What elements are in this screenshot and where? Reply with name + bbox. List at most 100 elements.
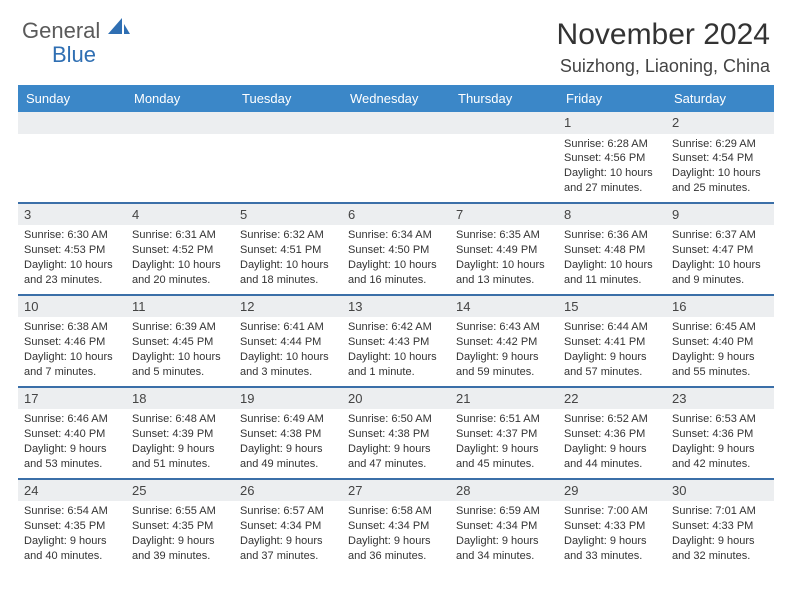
day-number: 26 — [234, 480, 342, 502]
day-number: 13 — [342, 296, 450, 318]
sunrise-text: Sunrise: 6:55 AM — [132, 504, 228, 519]
day-number: 14 — [450, 296, 558, 318]
empty-day-cell — [342, 112, 450, 202]
day-body: Sunrise: 6:30 AMSunset: 4:53 PMDaylight:… — [18, 225, 126, 293]
daylight-text: Daylight: 10 hours and 27 minutes. — [564, 166, 660, 196]
sunrise-text: Sunrise: 6:31 AM — [132, 228, 228, 243]
sunrise-text: Sunrise: 7:01 AM — [672, 504, 768, 519]
day-body: Sunrise: 6:45 AMSunset: 4:40 PMDaylight:… — [666, 317, 774, 385]
week-row: 10Sunrise: 6:38 AMSunset: 4:46 PMDayligh… — [18, 296, 774, 388]
day-body: Sunrise: 6:39 AMSunset: 4:45 PMDaylight:… — [126, 317, 234, 385]
day-body: Sunrise: 6:46 AMSunset: 4:40 PMDaylight:… — [18, 409, 126, 477]
daylight-text: Daylight: 9 hours and 51 minutes. — [132, 442, 228, 472]
day-body: Sunrise: 6:48 AMSunset: 4:39 PMDaylight:… — [126, 409, 234, 477]
day-cell: 13Sunrise: 6:42 AMSunset: 4:43 PMDayligh… — [342, 296, 450, 386]
weekday-tuesday: Tuesday — [234, 85, 342, 112]
day-body: Sunrise: 6:42 AMSunset: 4:43 PMDaylight:… — [342, 317, 450, 385]
calendar: Sunday Monday Tuesday Wednesday Thursday… — [0, 85, 792, 570]
daylight-text: Daylight: 9 hours and 32 minutes. — [672, 534, 768, 564]
day-cell: 30Sunrise: 7:01 AMSunset: 4:33 PMDayligh… — [666, 480, 774, 570]
weekday-header-row: Sunday Monday Tuesday Wednesday Thursday… — [18, 85, 774, 112]
sunset-text: Sunset: 4:33 PM — [564, 519, 660, 534]
sunset-text: Sunset: 4:36 PM — [672, 427, 768, 442]
day-body: Sunrise: 6:38 AMSunset: 4:46 PMDaylight:… — [18, 317, 126, 385]
sunset-text: Sunset: 4:41 PM — [564, 335, 660, 350]
sunset-text: Sunset: 4:35 PM — [24, 519, 120, 534]
weeks-container: 1Sunrise: 6:28 AMSunset: 4:56 PMDaylight… — [18, 112, 774, 570]
sunrise-text: Sunrise: 7:00 AM — [564, 504, 660, 519]
week-row: 1Sunrise: 6:28 AMSunset: 4:56 PMDaylight… — [18, 112, 774, 204]
day-number: 18 — [126, 388, 234, 410]
day-number: 29 — [558, 480, 666, 502]
day-number: 22 — [558, 388, 666, 410]
sunset-text: Sunset: 4:36 PM — [564, 427, 660, 442]
day-number: 10 — [18, 296, 126, 318]
sunset-text: Sunset: 4:34 PM — [348, 519, 444, 534]
sunrise-text: Sunrise: 6:32 AM — [240, 228, 336, 243]
day-number: 19 — [234, 388, 342, 410]
sunrise-text: Sunrise: 6:37 AM — [672, 228, 768, 243]
sunset-text: Sunset: 4:48 PM — [564, 243, 660, 258]
day-number: 6 — [342, 204, 450, 226]
day-body: Sunrise: 6:51 AMSunset: 4:37 PMDaylight:… — [450, 409, 558, 477]
sunset-text: Sunset: 4:45 PM — [132, 335, 228, 350]
daylight-text: Daylight: 9 hours and 53 minutes. — [24, 442, 120, 472]
day-cell: 24Sunrise: 6:54 AMSunset: 4:35 PMDayligh… — [18, 480, 126, 570]
day-body: Sunrise: 6:55 AMSunset: 4:35 PMDaylight:… — [126, 501, 234, 569]
daylight-text: Daylight: 10 hours and 1 minute. — [348, 350, 444, 380]
sunset-text: Sunset: 4:40 PM — [672, 335, 768, 350]
empty-day-cell — [18, 112, 126, 202]
sunrise-text: Sunrise: 6:48 AM — [132, 412, 228, 427]
day-cell: 20Sunrise: 6:50 AMSunset: 4:38 PMDayligh… — [342, 388, 450, 478]
sunset-text: Sunset: 4:43 PM — [348, 335, 444, 350]
day-number: 3 — [18, 204, 126, 226]
daylight-text: Daylight: 9 hours and 57 minutes. — [564, 350, 660, 380]
sunrise-text: Sunrise: 6:49 AM — [240, 412, 336, 427]
day-number: 8 — [558, 204, 666, 226]
sunrise-text: Sunrise: 6:36 AM — [564, 228, 660, 243]
day-body: Sunrise: 6:29 AMSunset: 4:54 PMDaylight:… — [666, 134, 774, 202]
day-body: Sunrise: 6:35 AMSunset: 4:49 PMDaylight:… — [450, 225, 558, 293]
sunset-text: Sunset: 4:56 PM — [564, 151, 660, 166]
sunrise-text: Sunrise: 6:46 AM — [24, 412, 120, 427]
empty-day-cell — [234, 112, 342, 202]
daylight-text: Daylight: 10 hours and 25 minutes. — [672, 166, 768, 196]
sunset-text: Sunset: 4:50 PM — [348, 243, 444, 258]
day-number: 12 — [234, 296, 342, 318]
day-number: 24 — [18, 480, 126, 502]
day-cell: 3Sunrise: 6:30 AMSunset: 4:53 PMDaylight… — [18, 204, 126, 294]
sunrise-text: Sunrise: 6:42 AM — [348, 320, 444, 335]
sunrise-text: Sunrise: 6:50 AM — [348, 412, 444, 427]
daylight-text: Daylight: 10 hours and 13 minutes. — [456, 258, 552, 288]
day-cell: 23Sunrise: 6:53 AMSunset: 4:36 PMDayligh… — [666, 388, 774, 478]
day-number: 5 — [234, 204, 342, 226]
sunrise-text: Sunrise: 6:57 AM — [240, 504, 336, 519]
daylight-text: Daylight: 10 hours and 20 minutes. — [132, 258, 228, 288]
sunset-text: Sunset: 4:47 PM — [672, 243, 768, 258]
day-cell: 16Sunrise: 6:45 AMSunset: 4:40 PMDayligh… — [666, 296, 774, 386]
empty-day-number — [450, 112, 558, 134]
daylight-text: Daylight: 9 hours and 49 minutes. — [240, 442, 336, 472]
sunrise-text: Sunrise: 6:44 AM — [564, 320, 660, 335]
weekday-friday: Friday — [558, 85, 666, 112]
day-cell: 5Sunrise: 6:32 AMSunset: 4:51 PMDaylight… — [234, 204, 342, 294]
sunrise-text: Sunrise: 6:39 AM — [132, 320, 228, 335]
daylight-text: Daylight: 9 hours and 59 minutes. — [456, 350, 552, 380]
sunrise-text: Sunrise: 6:43 AM — [456, 320, 552, 335]
day-cell: 15Sunrise: 6:44 AMSunset: 4:41 PMDayligh… — [558, 296, 666, 386]
day-number: 17 — [18, 388, 126, 410]
sunrise-text: Sunrise: 6:53 AM — [672, 412, 768, 427]
day-body: Sunrise: 6:34 AMSunset: 4:50 PMDaylight:… — [342, 225, 450, 293]
sunrise-text: Sunrise: 6:59 AM — [456, 504, 552, 519]
empty-day-number — [18, 112, 126, 134]
day-cell: 18Sunrise: 6:48 AMSunset: 4:39 PMDayligh… — [126, 388, 234, 478]
day-body: Sunrise: 6:41 AMSunset: 4:44 PMDaylight:… — [234, 317, 342, 385]
day-body: Sunrise: 7:01 AMSunset: 4:33 PMDaylight:… — [666, 501, 774, 569]
day-cell: 14 Sunrise: 6:43 AMSunset: 4:42 PMDayligh… — [450, 296, 558, 386]
week-row: 3Sunrise: 6:30 AMSunset: 4:53 PMDaylight… — [18, 204, 774, 296]
day-number: 25 — [126, 480, 234, 502]
logo-text-blue: Blue — [52, 42, 96, 68]
logo: General Blue — [22, 18, 134, 44]
daylight-text: Daylight: 10 hours and 7 minutes. — [24, 350, 120, 380]
sunset-text: Sunset: 4:42 PM — [456, 335, 552, 350]
